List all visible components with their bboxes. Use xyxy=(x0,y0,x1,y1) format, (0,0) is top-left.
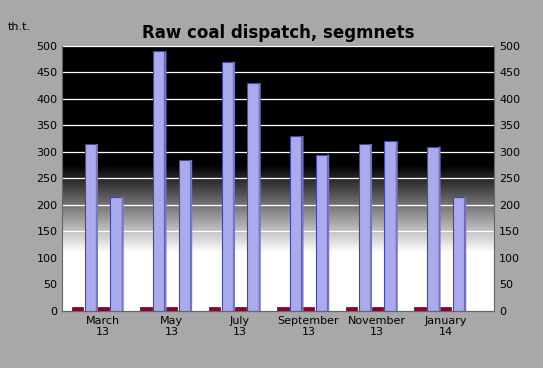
Text: th.t.: th.t. xyxy=(8,22,31,32)
Title: Raw coal dispatch, segmnets: Raw coal dispatch, segmnets xyxy=(142,24,414,42)
Bar xyxy=(414,307,426,311)
Bar xyxy=(85,144,96,311)
Polygon shape xyxy=(122,197,124,311)
Polygon shape xyxy=(301,136,304,311)
Polygon shape xyxy=(327,155,329,311)
Bar xyxy=(179,160,190,311)
Polygon shape xyxy=(396,141,398,311)
Polygon shape xyxy=(233,62,235,311)
Bar xyxy=(235,307,246,311)
Bar xyxy=(427,147,439,311)
Bar xyxy=(110,197,122,311)
Bar xyxy=(153,51,165,311)
Polygon shape xyxy=(165,51,167,311)
Polygon shape xyxy=(464,197,466,311)
Bar xyxy=(290,136,301,311)
Polygon shape xyxy=(258,83,261,311)
Bar xyxy=(316,155,327,311)
Bar xyxy=(371,307,383,311)
Bar xyxy=(359,144,370,311)
Bar xyxy=(222,62,233,311)
Bar xyxy=(384,141,396,311)
Bar xyxy=(346,307,357,311)
Bar xyxy=(166,307,178,311)
Bar xyxy=(209,307,220,311)
Bar xyxy=(248,83,258,311)
Bar xyxy=(72,307,83,311)
Bar xyxy=(277,307,289,311)
Bar xyxy=(303,307,314,311)
Polygon shape xyxy=(96,144,98,311)
Bar xyxy=(98,307,109,311)
Polygon shape xyxy=(370,144,372,311)
Bar xyxy=(453,197,464,311)
Polygon shape xyxy=(190,160,192,311)
Bar xyxy=(140,307,151,311)
Bar xyxy=(440,307,451,311)
Polygon shape xyxy=(439,147,440,311)
